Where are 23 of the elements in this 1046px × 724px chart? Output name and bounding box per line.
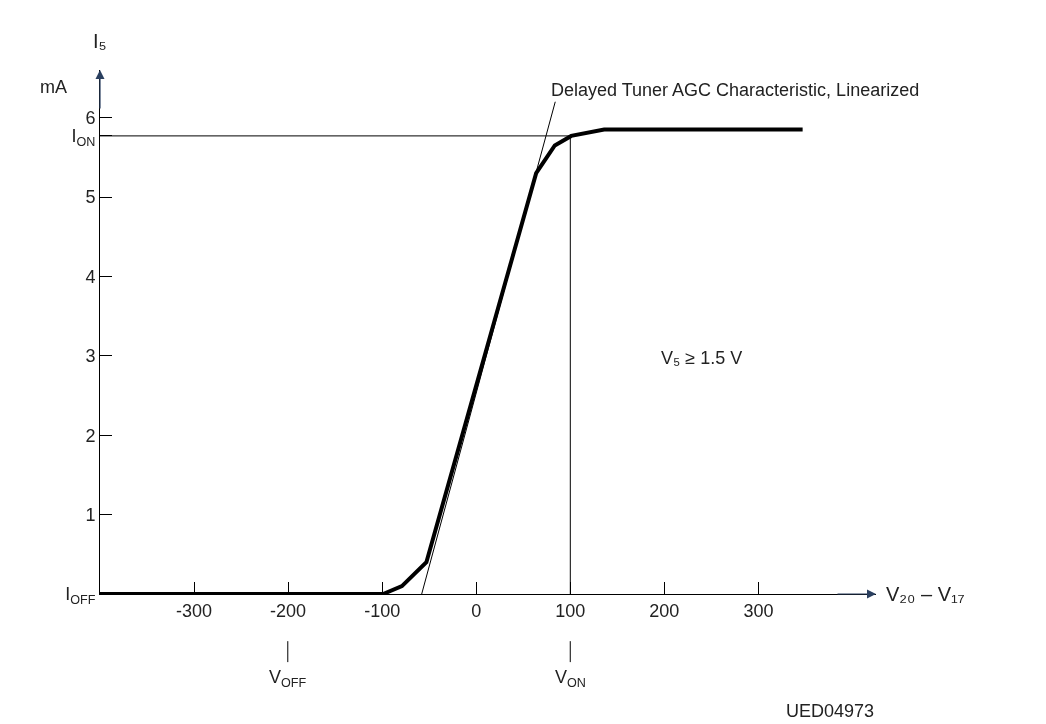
y-tick-label: 3 <box>85 346 96 367</box>
x-axis-title: V₂₀ – V₁₇ <box>886 583 965 605</box>
text: V$_{ON}$ <box>555 667 586 690</box>
y-tick-label: 4 <box>85 266 96 287</box>
annotation: Delayed Tuner AGC Characteristic, Linearized <box>551 80 920 100</box>
y-tick-label: 1 <box>85 504 96 525</box>
x-tick-label: 300 <box>743 600 774 621</box>
text: mA <box>40 77 67 97</box>
text: V$_{OFF}$ <box>269 667 307 690</box>
x-tick-label: -200 <box>270 600 307 621</box>
y-tick-label: 5 <box>85 187 96 208</box>
x-tick-label: 100 <box>555 600 586 621</box>
x-tick-label: -100 <box>364 600 401 621</box>
annotation: V₅ ≥ 1.5 V <box>661 348 743 368</box>
y-tick-label: 6 <box>85 107 96 128</box>
y-axis-title: I₅ <box>93 30 107 52</box>
x-tick-label: 200 <box>649 600 680 621</box>
text: UED04973 <box>786 701 875 721</box>
y-tick-label: 2 <box>85 425 96 446</box>
x-tick-label: 0 <box>471 600 482 621</box>
y-tick-label: I$_{ON}$ <box>71 126 96 149</box>
y-tick-label: I$_{OFF}$ <box>65 584 96 608</box>
x-tick-label: -300 <box>176 600 213 621</box>
